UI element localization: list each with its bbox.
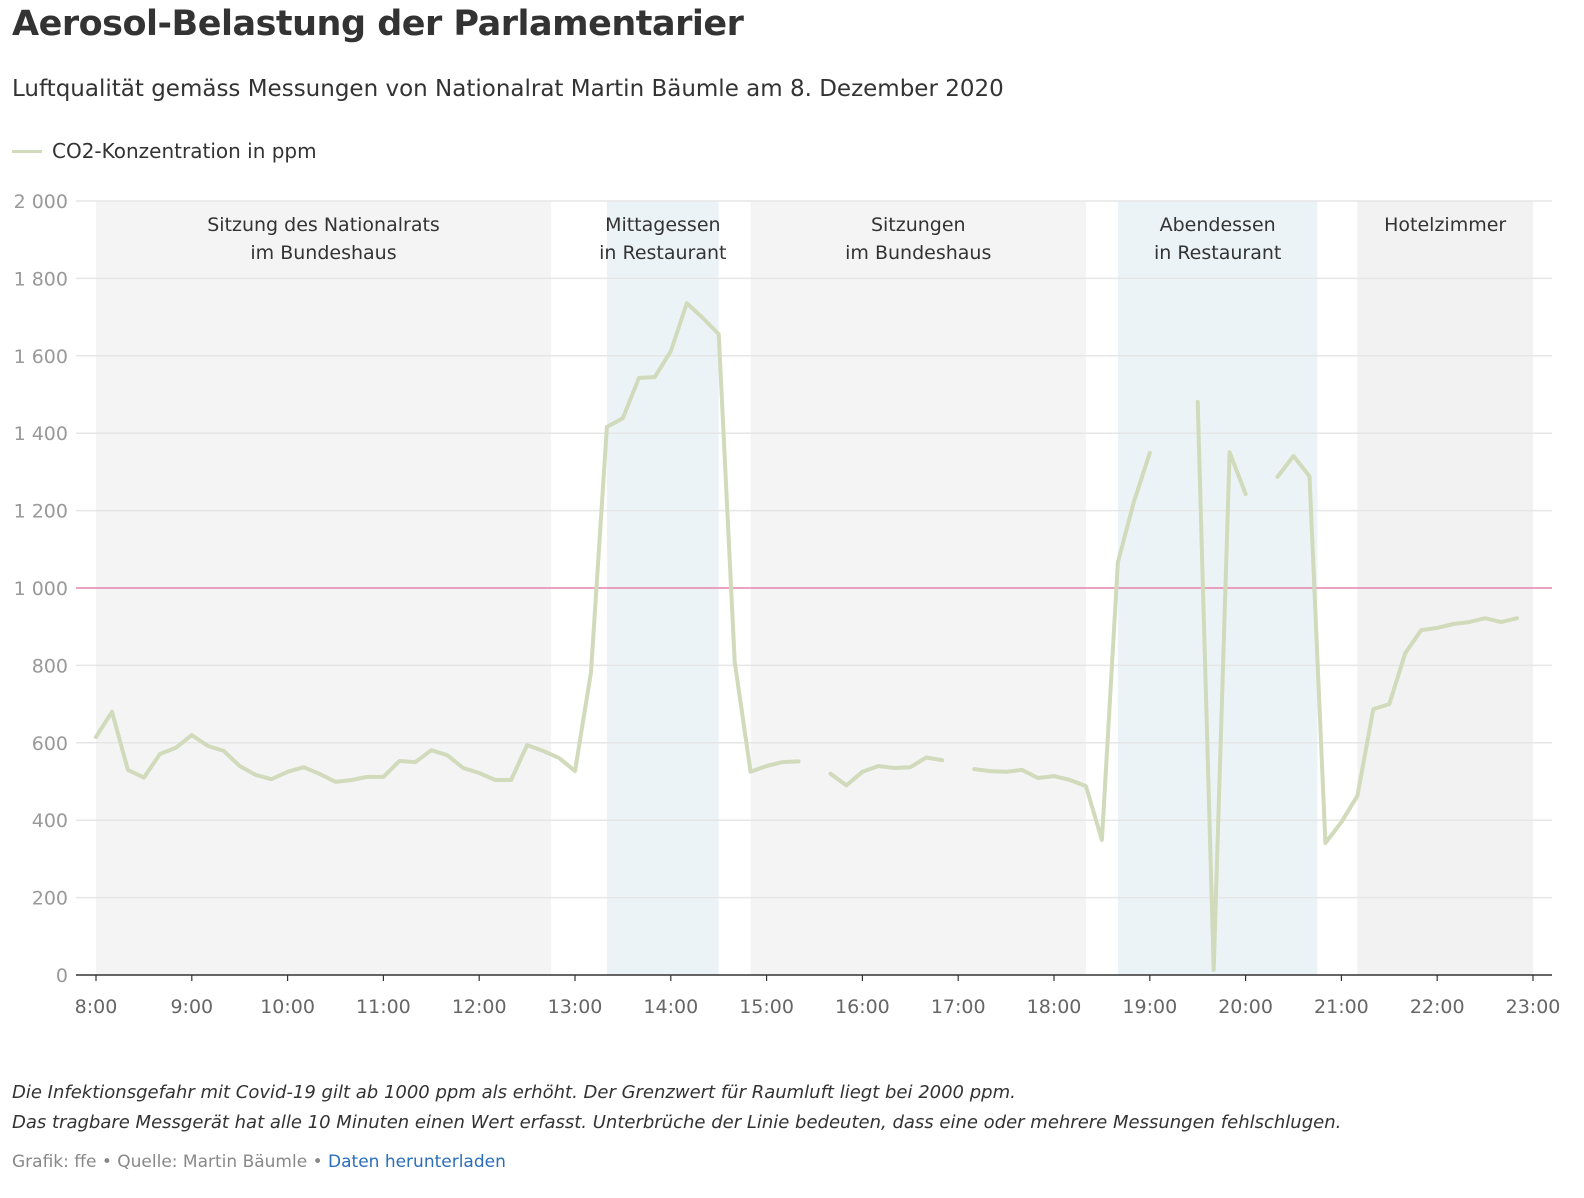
band-label: Sitzung des Nationalrats xyxy=(207,214,440,236)
y-tick-label: 400 xyxy=(32,810,68,832)
band-label: in Restaurant xyxy=(1154,242,1281,264)
credit-source: Quelle: Martin Bäumle xyxy=(117,1152,308,1172)
y-tick-label: 200 xyxy=(32,888,68,910)
x-tick-label: 10:00 xyxy=(260,996,315,1018)
series-line-segment xyxy=(1275,454,1519,845)
x-tick-label: 19:00 xyxy=(1122,996,1177,1018)
band-label: Abendessen xyxy=(1160,214,1276,236)
x-tick-label: 22:00 xyxy=(1410,996,1465,1018)
x-tick-label: 21:00 xyxy=(1314,996,1369,1018)
x-tick-label: 18:00 xyxy=(1027,996,1082,1018)
series-line-segment xyxy=(94,301,801,784)
y-tick-label: 2 000 xyxy=(14,191,68,213)
legend-label: CO2-Konzentration in ppm xyxy=(52,139,317,163)
y-tick-label: 0 xyxy=(56,965,68,987)
credit-grafik: Grafik: ffe xyxy=(12,1152,97,1172)
x-tick-label: 8:00 xyxy=(75,996,118,1018)
x-tick-label: 17:00 xyxy=(931,996,986,1018)
x-tick-label: 9:00 xyxy=(170,996,213,1018)
band-label: in Restaurant xyxy=(599,242,726,264)
x-tick-label: 12:00 xyxy=(452,996,507,1018)
y-tick-label: 1 200 xyxy=(14,501,68,523)
x-tick-label: 15:00 xyxy=(739,996,794,1018)
footnote-2: Das tragbare Messgerät hat alle 10 Minut… xyxy=(12,1112,1342,1133)
legend: CO2-Konzentration in ppm xyxy=(12,139,317,163)
line-chart: 0 200 400 600 800 1 000 1 200 1 400 1 600 1 800 2 … xyxy=(14,191,1561,1018)
separator: • xyxy=(101,1152,112,1172)
source-line: Grafik: ffe • Quelle: Martin Bäumle • Da… xyxy=(12,1152,506,1172)
x-tick-label: 13:00 xyxy=(548,996,603,1018)
legend-swatch xyxy=(12,149,42,153)
x-tick-label: 20:00 xyxy=(1218,996,1273,1018)
footnote-1: Die Infektionsgefahr mit Covid-19 gilt a… xyxy=(12,1082,1016,1103)
band-label: im Bundeshaus xyxy=(250,242,396,264)
y-tick-label: 1 000 xyxy=(14,578,68,600)
x-tick-label: 16:00 xyxy=(835,996,890,1018)
y-tick-label: 800 xyxy=(32,655,68,677)
band-label: Mittagessen xyxy=(605,214,721,236)
band-label: im Bundeshaus xyxy=(845,242,991,264)
x-tick-label: 23:00 xyxy=(1506,996,1561,1018)
chart-title: Aerosol-Belastung der Parlamentarier xyxy=(12,4,744,44)
x-tick-label: 11:00 xyxy=(356,996,411,1018)
series-line-segment xyxy=(828,755,945,788)
series-line-segment xyxy=(972,450,1152,842)
chart-subtitle: Luftqualität gemäss Messungen von Nation… xyxy=(12,76,1004,102)
x-tick-label: 14:00 xyxy=(643,996,698,1018)
y-tick-label: 1 600 xyxy=(14,346,68,368)
download-data-link[interactable]: Daten herunterladen xyxy=(328,1152,506,1172)
band-label: Sitzungen xyxy=(871,214,966,236)
y-tick-label: 600 xyxy=(32,733,68,755)
y-tick-label: 1 800 xyxy=(14,268,68,290)
series-line-segment xyxy=(1195,399,1248,972)
separator: • xyxy=(312,1152,323,1172)
y-tick-label: 1 400 xyxy=(14,423,68,445)
band-label: Hotelzimmer xyxy=(1384,214,1506,236)
